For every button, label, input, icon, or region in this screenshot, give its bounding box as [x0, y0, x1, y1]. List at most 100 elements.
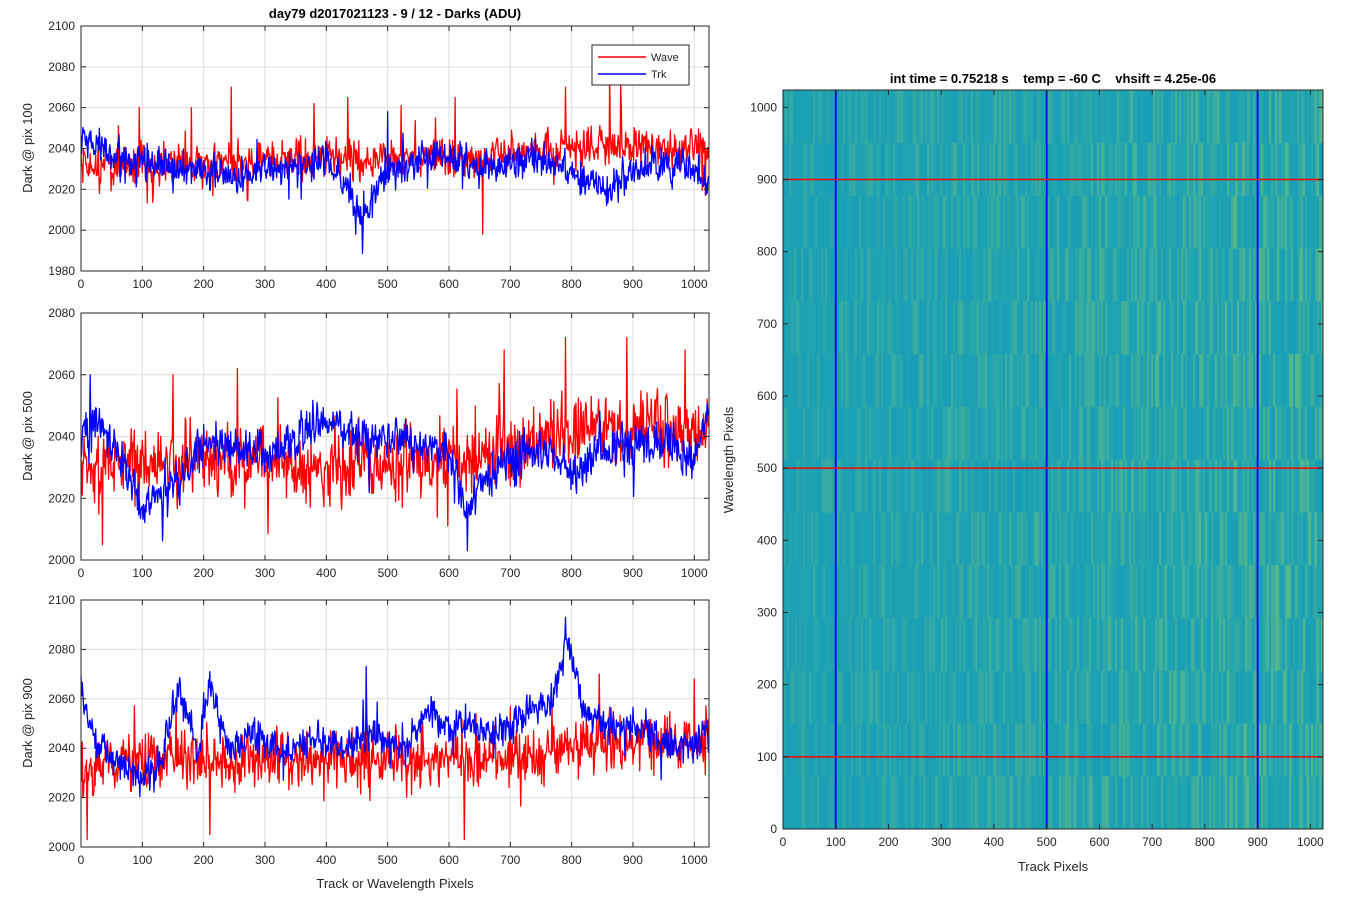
heatmap-cell [975, 90, 978, 144]
heatmap-cell [1165, 565, 1168, 619]
heatmap-cell [805, 90, 808, 144]
heatmap-cell [1035, 776, 1038, 829]
heatmap-cell [901, 565, 904, 619]
heatmap-cell [855, 353, 858, 408]
heatmap-cell [859, 459, 862, 513]
heatmap-cell [837, 248, 840, 302]
heatmap-cell [1281, 459, 1284, 513]
y-tick-label: 2080 [48, 642, 75, 656]
heatmap-cell [1311, 406, 1314, 460]
heatmap-cell [955, 565, 958, 619]
heatmap-cell [977, 353, 980, 408]
heatmap-cell [1019, 776, 1022, 829]
heatmap-cell [987, 301, 990, 355]
heatmap-cell [1025, 142, 1028, 197]
heatmap-cell [841, 617, 844, 672]
heatmap-cell [1113, 90, 1116, 144]
heatmap-cell [1003, 90, 1006, 144]
heatmap-cell [855, 459, 858, 513]
heatmap-cell [1217, 195, 1220, 249]
heatmap-cell [829, 459, 832, 513]
heatmap-cell [909, 565, 912, 619]
heatmap-cell [1319, 353, 1322, 408]
y-tick-label: 2060 [48, 692, 75, 706]
heatmap-cell [1107, 459, 1110, 513]
heatmap-cell [893, 301, 896, 355]
heatmap-cell [1085, 90, 1088, 144]
heatmap-cell [1265, 90, 1268, 144]
heatmap-cell [897, 90, 900, 144]
heatmap-cell [1019, 301, 1022, 355]
heatmap-cell [1239, 459, 1242, 513]
heatmap-cell [1215, 301, 1218, 355]
heatmap-cell [1143, 248, 1146, 302]
heatmap-cell [963, 459, 966, 513]
heatmap-cell [951, 406, 954, 460]
heatmap-cell [1073, 90, 1076, 144]
heatmap-cell [987, 512, 990, 566]
heatmap-cell [1163, 512, 1166, 566]
heatmap-cell [1091, 248, 1094, 302]
heatmap-cell [1063, 776, 1066, 829]
heatmap-cell [887, 406, 890, 460]
heatmap-cell [885, 406, 888, 460]
heatmap-cell [799, 723, 802, 777]
y-tick-label: 2080 [48, 60, 75, 74]
heatmap-cell [1029, 90, 1032, 144]
heatmap-cell [819, 301, 822, 355]
heatmap-cell [1191, 142, 1194, 197]
heatmap-cell [961, 195, 964, 249]
heatmap-cell [1261, 406, 1264, 460]
heatmap-cell [1229, 248, 1232, 302]
heatmap-cell [1037, 617, 1040, 672]
heatmap-cell [957, 617, 960, 672]
heatmap-cell [923, 90, 926, 144]
heatmap-cell [1115, 301, 1118, 355]
heatmap-cell [1137, 776, 1140, 829]
heatmap-cell [933, 512, 936, 566]
heatmap-cell [1191, 617, 1194, 672]
heatmap-cell [897, 353, 900, 408]
heatmap-cell [873, 406, 876, 460]
heatmap-cell [1009, 406, 1012, 460]
heatmap-cell [821, 248, 824, 302]
heatmap-cell [1187, 617, 1190, 672]
heatmap-cell [1169, 670, 1172, 724]
heatmap-cell [941, 459, 944, 513]
heatmap-cell [1057, 353, 1060, 408]
heatmap-cell [811, 90, 814, 144]
heatmap-cell [1073, 723, 1076, 777]
heatmap-cell [1197, 670, 1200, 724]
heatmap-cell [909, 670, 912, 724]
heatmap-cell [905, 248, 908, 302]
heatmap-cell [1189, 195, 1192, 249]
heatmap-cell [935, 512, 938, 566]
heatmap-cell [1195, 723, 1198, 777]
heatmap-cell [999, 617, 1002, 672]
heatmap-cell [783, 565, 786, 619]
heatmap-cell [1221, 512, 1224, 566]
heatmap-cell [1081, 776, 1084, 829]
heatmap-cell [1265, 670, 1268, 724]
heatmap-cell [849, 142, 852, 197]
heatmap-cell [997, 142, 1000, 197]
heatmap-cell [1009, 723, 1012, 777]
heatmap-cell [895, 142, 898, 197]
heatmap-cell [1097, 142, 1100, 197]
heatmap-cell [1091, 142, 1094, 197]
heatmap-cell [1303, 248, 1306, 302]
heatmap-cell [1003, 406, 1006, 460]
heatmap-cell [903, 459, 906, 513]
heatmap-cell [1317, 301, 1320, 355]
y-tick-label: 2080 [48, 306, 75, 320]
heatmap-cell [1019, 459, 1022, 513]
heatmap-cell [981, 301, 984, 355]
heatmap-cell [1061, 353, 1064, 408]
heatmap-cell [921, 670, 924, 724]
heatmap-cell [841, 406, 844, 460]
heatmap-cell [1167, 459, 1170, 513]
heatmap-cell [1083, 90, 1086, 144]
heatmap-cell [1241, 142, 1244, 197]
heatmap-cell [1157, 301, 1160, 355]
heatmap-cell [1033, 565, 1036, 619]
